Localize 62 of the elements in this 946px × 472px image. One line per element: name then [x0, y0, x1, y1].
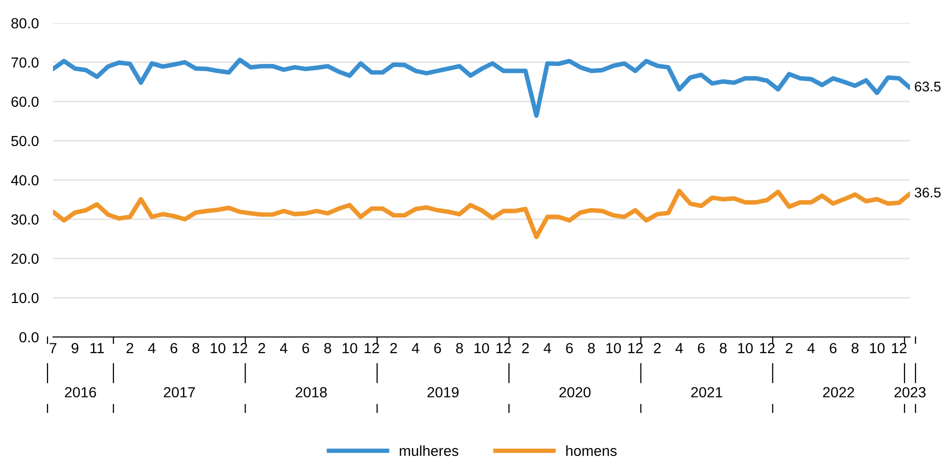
y-tick-label: 30.0: [11, 214, 39, 225]
text: 2023: [894, 387, 926, 398]
x-tick-label: 8: [720, 342, 727, 354]
x-tick-label: 6: [302, 342, 310, 354]
x-tick-label: 8: [852, 342, 858, 354]
x-tick-label: 4: [676, 343, 683, 354]
x-tick-label: 6: [566, 342, 573, 354]
text: 2020: [559, 387, 591, 398]
x-tick-label: 4: [544, 343, 552, 354]
text: 2018: [296, 387, 327, 398]
y-tick-label: 50.0: [11, 136, 39, 146]
text: 2019: [428, 387, 459, 398]
text: 2016: [64, 387, 96, 398]
text: 2022: [823, 387, 854, 398]
x-tick-label: 8: [324, 342, 332, 354]
legend-label: mulheres: [400, 445, 458, 456]
x-tick-label: 8: [456, 342, 463, 354]
x-tick-label: 10: [870, 342, 885, 354]
x-tick-label: 6: [434, 342, 441, 354]
x-tick-label: 2: [126, 342, 134, 354]
x-tick-label: 2: [654, 342, 661, 354]
x-tick-label: 6: [170, 342, 178, 354]
x-tick-label: 8: [192, 342, 200, 354]
y-tick-label: 10.0: [12, 292, 39, 304]
legend-label: homens: [566, 445, 617, 456]
x-tick-label: 7: [50, 343, 56, 354]
x-tick-label: 12: [628, 342, 643, 354]
x-tick-label: 11: [90, 343, 104, 354]
text: 2021: [691, 387, 722, 398]
x-tick-label: 12: [892, 342, 906, 354]
data-label: 63.5: [914, 82, 941, 92]
x-tick-label: 9: [72, 342, 78, 354]
y-tick-label: 60.0: [11, 96, 39, 107]
x-tick-label: 10: [474, 342, 490, 354]
x-tick-label: 6: [830, 342, 837, 354]
x-tick-label: 4: [807, 343, 815, 354]
line-series: [53, 188, 910, 240]
x-tick-label: 10: [606, 342, 621, 354]
y-tick-label: 70.0: [11, 57, 39, 68]
line-series: [53, 58, 910, 118]
x-tick-label: 2: [390, 342, 397, 354]
x-tick-label: 10: [342, 342, 358, 354]
x-tick-label: 10: [738, 342, 753, 354]
x-tick-label: 6: [698, 342, 705, 354]
text: 2017: [164, 387, 195, 398]
x-tick-label: 12: [364, 342, 380, 354]
data-label: 36.5: [914, 188, 941, 198]
x-tick-label: 12: [232, 342, 248, 354]
x-tick-label: 10: [210, 342, 226, 354]
x-tick-label: 2: [522, 342, 529, 354]
y-tick-label: 20.0: [11, 254, 39, 264]
x-tick-label: 12: [496, 342, 511, 354]
y-tick-label: 40.0: [11, 175, 39, 186]
x-tick-label: 8: [588, 342, 595, 354]
x-tick-label: 4: [412, 343, 420, 354]
y-tick-label: 0.0: [19, 332, 39, 342]
x-tick-label: 12: [760, 342, 775, 354]
x-tick-label: 4: [148, 343, 156, 354]
x-tick-label: 4: [280, 343, 288, 354]
y-tick-label: 80.0: [11, 18, 39, 28]
x-tick-label: 2: [786, 342, 792, 354]
x-tick-label: 2: [258, 342, 266, 354]
